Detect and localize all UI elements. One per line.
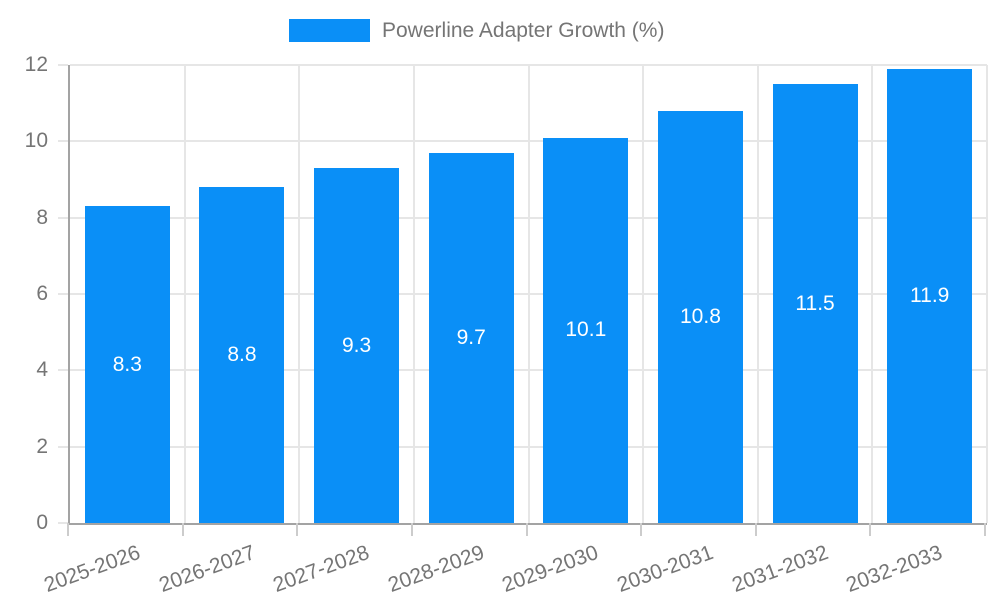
x-tick-mark xyxy=(754,523,757,536)
bar-value-label: 8.8 xyxy=(227,343,257,367)
x-tick-mark xyxy=(525,523,528,536)
bar-value-label: 10.8 xyxy=(680,304,721,328)
y-axis-label: 12 xyxy=(24,53,48,76)
y-axis-label: 4 xyxy=(36,358,48,382)
y-axis-label: 2 xyxy=(36,434,48,458)
x-gridline xyxy=(412,65,415,523)
x-tick-mark xyxy=(869,523,872,536)
y-tick-mark xyxy=(58,293,68,295)
x-axis-label: 2028-2029 xyxy=(384,541,488,597)
x-tick-mark xyxy=(410,523,413,536)
x-gridline xyxy=(183,65,186,523)
bar xyxy=(199,187,285,523)
x-tick-mark xyxy=(67,523,69,536)
legend-swatch xyxy=(289,19,370,42)
x-gridline xyxy=(527,65,530,523)
x-axis-label: 2031-2032 xyxy=(728,541,831,597)
y-tick-mark xyxy=(58,140,68,143)
bar-value-label: 9.7 xyxy=(456,325,486,349)
y-axis-label: 10 xyxy=(24,129,48,153)
y-tick-mark xyxy=(58,522,68,524)
x-axis-label: 2032-2033 xyxy=(843,541,946,597)
x-tick-mark xyxy=(984,523,986,536)
x-axis-label: 2026-2027 xyxy=(155,541,258,597)
x-gridline xyxy=(642,65,645,523)
x-tick-mark xyxy=(296,523,299,536)
x-axis-label: 2025-2026 xyxy=(40,541,144,597)
x-axis-label: 2030-2031 xyxy=(614,541,717,597)
y-tick-mark xyxy=(58,216,68,219)
bar xyxy=(543,137,629,523)
x-tick-mark xyxy=(640,523,643,536)
bar-value-label: 8.3 xyxy=(112,352,142,376)
x-axis-label: 2029-2030 xyxy=(499,541,602,597)
plot-area: 8.3 8.8 9.3 9.7 10.1 10.8 11.5 11.9 xyxy=(68,64,988,525)
bar xyxy=(84,206,170,523)
y-tick-mark xyxy=(58,64,68,66)
x-gridline xyxy=(756,65,759,523)
legend-label: Powerline Adapter Growth (%) xyxy=(382,18,665,42)
x-axis-label: 2027-2028 xyxy=(270,541,373,597)
y-tick-mark xyxy=(58,369,68,372)
legend: Powerline Adapter Growth (%) xyxy=(289,19,664,42)
bar xyxy=(772,84,858,523)
bar xyxy=(314,168,400,523)
y-axis-label: 8 xyxy=(36,205,48,229)
bar xyxy=(887,68,973,523)
bar xyxy=(657,110,743,523)
bar-value-label: 11.5 xyxy=(795,291,835,315)
y-axis-label: 6 xyxy=(36,282,48,305)
x-gridline xyxy=(871,65,874,523)
x-gridline xyxy=(298,65,301,523)
x-tick-mark xyxy=(181,523,184,536)
bar-value-label: 10.1 xyxy=(565,318,607,342)
bar-value-label: 11.9 xyxy=(910,283,950,307)
y-axis-label: 0 xyxy=(36,511,48,534)
bar xyxy=(428,152,514,523)
bar-value-label: 9.3 xyxy=(341,333,372,357)
x-gridline xyxy=(986,65,988,523)
y-tick-mark xyxy=(58,445,68,448)
